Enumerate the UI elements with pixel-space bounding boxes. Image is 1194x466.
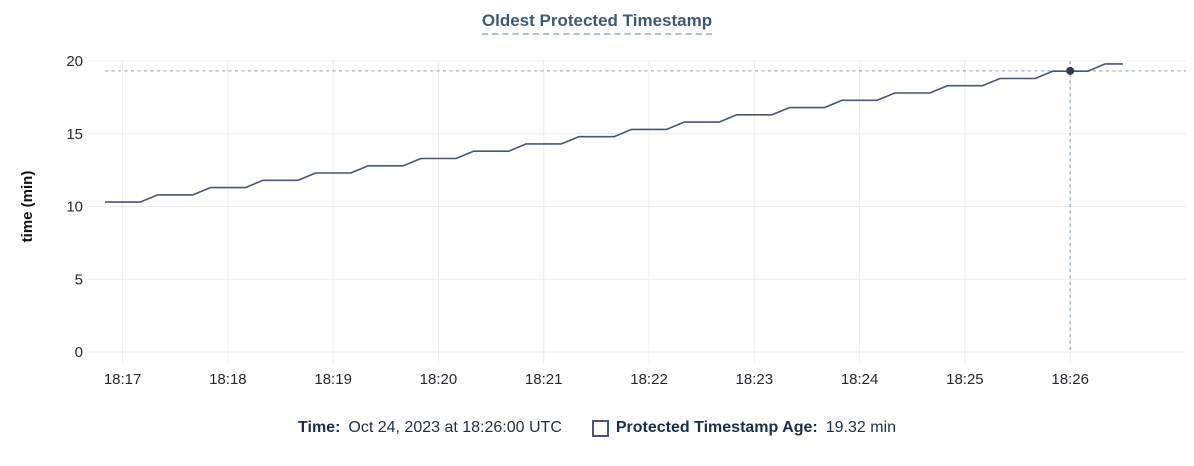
x-tick-label: 18:26 <box>1051 371 1089 388</box>
y-tick-label: 0 <box>75 344 83 361</box>
y-tick-label: 20 <box>66 53 83 70</box>
legend-series-value: 19.32 min <box>825 419 896 436</box>
x-tick-label: 18:25 <box>946 371 984 388</box>
chart-canvas[interactable]: 0 5 10 15 20 18:17 18:18 18:19 18:20 18:21 18:22 18… <box>0 0 1194 400</box>
chart-title-row: Oldest Protected Timestamp <box>0 11 1194 35</box>
legend-time-item: Time: Oct 24, 2023 at 18:26:00 UTC <box>298 419 562 437</box>
x-tick-label: 18:23 <box>736 371 774 388</box>
y-tick-label: 5 <box>75 271 83 288</box>
series-line <box>105 63 1123 203</box>
y-axis-title: time (min) <box>19 171 36 243</box>
chart-title[interactable]: Oldest Protected Timestamp <box>481 11 713 35</box>
x-tick-label: 18:19 <box>314 371 352 388</box>
legend-series-item: Protected Timestamp Age: 19.32 min <box>591 419 896 437</box>
hover-point-marker <box>1066 66 1075 75</box>
x-tick-label: 18:21 <box>525 371 563 388</box>
x-tick-label: 18:22 <box>630 371 668 388</box>
series-swatch-square-icon <box>591 419 609 437</box>
y-tick-label: 10 <box>66 199 83 216</box>
y-tick-label: 15 <box>66 126 83 143</box>
x-tick-label: 18:17 <box>104 371 142 388</box>
x-tick-label: 18:18 <box>209 371 247 388</box>
legend-time-value: Oct 24, 2023 at 18:26:00 UTC <box>348 419 562 436</box>
x-tick-label: 18:20 <box>420 371 458 388</box>
legend-time-label: Time: <box>298 419 341 436</box>
legend-series-label: Protected Timestamp Age: <box>615 419 818 436</box>
x-tick-label: 18:24 <box>841 371 879 388</box>
hover-legend: Time: Oct 24, 2023 at 18:26:00 UTC Prote… <box>0 419 1194 437</box>
